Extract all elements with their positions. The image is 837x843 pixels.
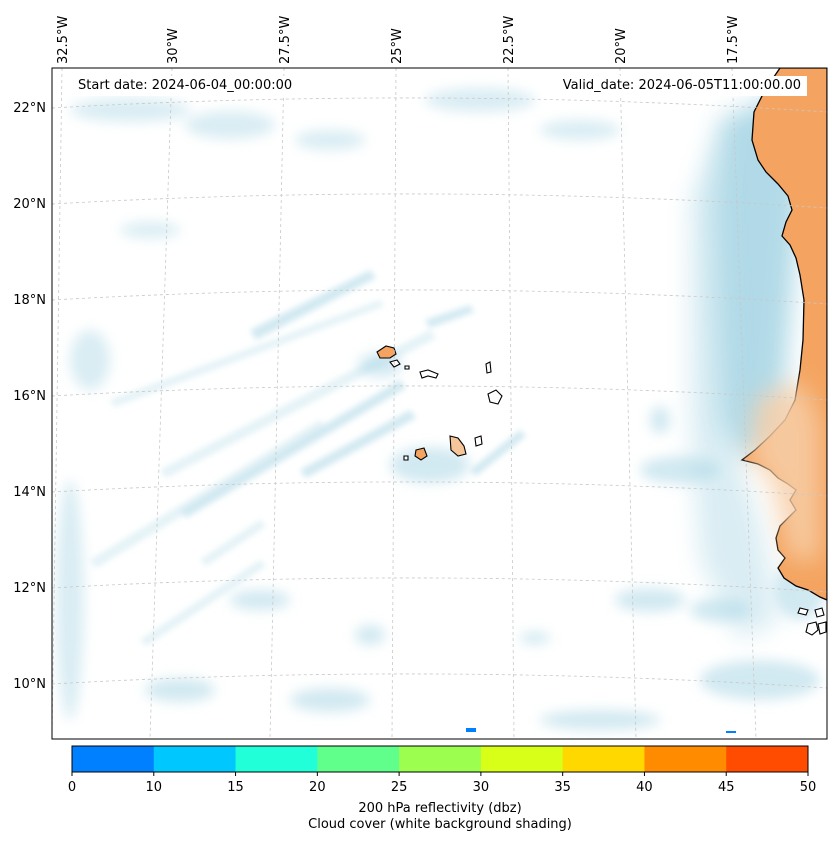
- colorbar-tick-label: 30: [473, 780, 490, 795]
- island-santo-antao: [376, 345, 397, 359]
- island-sao-nicolau: [419, 369, 439, 379]
- island-santiago: [449, 435, 467, 457]
- lon-label: 20°W: [614, 28, 629, 64]
- lon-label: 25°W: [390, 28, 405, 64]
- colorbar-segment: [562, 746, 645, 772]
- colorbar-segment: [644, 746, 727, 772]
- colorbar-segment: [153, 746, 237, 772]
- colorbar-tick-label: 0: [68, 780, 76, 795]
- colorbar-title: 200 hPa reflectivity (dbz): [358, 801, 522, 816]
- island-maio: [474, 435, 483, 447]
- map-area: [52, 68, 827, 739]
- start-date-label: Start date: 2024-06-04_00:00:00: [72, 76, 299, 96]
- colorbar-tick-label: 40: [636, 780, 653, 795]
- colorbar-segment: [480, 746, 564, 772]
- island-santa-luzia: [404, 365, 410, 370]
- colorbar-tick-label: 10: [146, 780, 163, 795]
- colorbar: 0 10 15 20 25 30 35 40 45 50: [68, 745, 817, 795]
- island-boa-vista: [487, 389, 503, 405]
- colorbar-frame: [71, 745, 809, 773]
- colorbar-segment: [317, 746, 400, 772]
- colorbar-segment: [726, 746, 809, 772]
- lon-label: 17.5°W: [726, 16, 741, 64]
- lon-label: 30°W: [166, 28, 181, 64]
- colorbar-segment: [72, 746, 155, 772]
- cloud-cover-shading: [56, 88, 825, 730]
- lat-label: 14°N: [13, 485, 46, 500]
- colorbar-tick-label: 25: [391, 780, 408, 795]
- lon-label: 22.5°W: [502, 16, 517, 64]
- lat-label: 18°N: [13, 293, 46, 308]
- cloud-coastal-band-outer: [690, 130, 780, 640]
- lat-label: 20°N: [13, 197, 46, 212]
- lat-label: 16°N: [13, 389, 46, 404]
- bijagos-islands: [797, 607, 827, 636]
- longitude-labels: 32.5°W 30°W 27.5°W 25°W 22.5°W 20°W 17.5…: [56, 16, 741, 64]
- colorbar-tick-label: 45: [718, 780, 735, 795]
- island-brava: [403, 455, 409, 461]
- lat-label: 22°N: [13, 101, 46, 116]
- reflectivity-spots: [466, 728, 736, 733]
- valid-date-label: Valid_date: 2024-06-05T11:00:00.00: [556, 76, 807, 96]
- colorbar-segment: [399, 746, 482, 772]
- colorbar-subtitle: Cloud cover (white background shading): [308, 817, 572, 832]
- cape-verde-islands: [376, 345, 503, 461]
- graticule: [52, 68, 827, 739]
- island-sao-vicente: [389, 359, 401, 368]
- colorbar-tick-label: 50: [800, 780, 817, 795]
- colorbar-tick-label: 20: [309, 780, 326, 795]
- lon-label: 32.5°W: [56, 16, 71, 64]
- island-fogo: [414, 447, 428, 461]
- colorbar-segment: [235, 746, 318, 772]
- map-frame: [51, 67, 828, 740]
- colorbar-tick-label: 15: [227, 780, 244, 795]
- lon-label: 27.5°W: [278, 16, 293, 64]
- lat-label: 12°N: [13, 581, 46, 596]
- island-sal: [485, 361, 492, 374]
- africa-cloud-shade: [750, 380, 820, 560]
- latitude-labels: 22°N 20°N 18°N 16°N 14°N 12°N 10°N: [13, 101, 46, 692]
- lat-label: 10°N: [13, 677, 46, 692]
- colorbar-tick-label: 35: [554, 780, 571, 795]
